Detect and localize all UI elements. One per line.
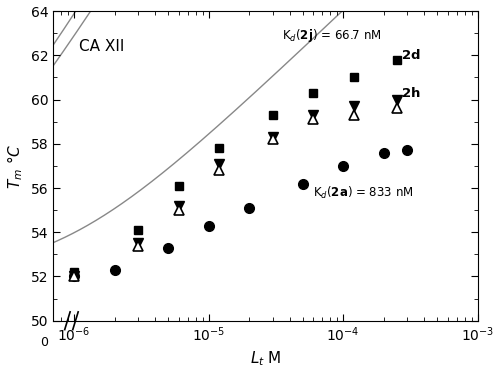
Text: $\mathbf{2h}$: $\mathbf{2h}$ [402, 86, 421, 100]
Text: 0: 0 [40, 336, 48, 349]
Text: $\mathbf{2d}$: $\mathbf{2d}$ [402, 48, 421, 62]
Text: K$_d$($\mathbf{2a}$) = 833 nM: K$_d$($\mathbf{2a}$) = 833 nM [314, 185, 414, 201]
Text: K$_d$($\mathbf{2j}$) = 66.7 nM: K$_d$($\mathbf{2j}$) = 66.7 nM [282, 27, 382, 44]
Text: CA XII: CA XII [79, 39, 124, 54]
Y-axis label: $T_m$ °C: $T_m$ °C [6, 143, 25, 188]
X-axis label: $L_t$ M: $L_t$ M [250, 350, 282, 368]
